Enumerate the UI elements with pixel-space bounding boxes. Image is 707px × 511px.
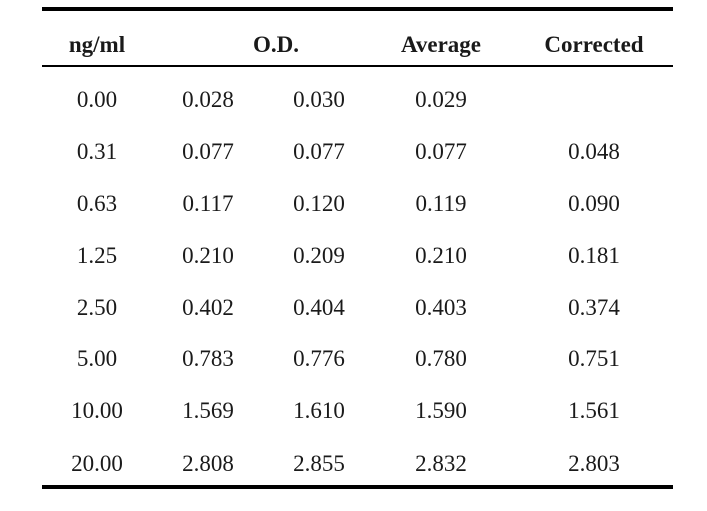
cell-corrected: 0.048: [568, 139, 620, 164]
cell-concentration: 10.00: [71, 398, 123, 423]
cell-od-2: 0.776: [293, 346, 345, 371]
header-od: O.D.: [253, 32, 299, 57]
cell-od-2: 0.030: [293, 87, 345, 112]
header-concentration: ng/ml: [68, 32, 126, 57]
header-rule: [42, 65, 673, 67]
cell-concentration: 5.00: [76, 346, 118, 371]
cell-corrected: 0.374: [568, 295, 620, 320]
cell-corrected: 2.803: [568, 451, 620, 476]
cell-corrected: 0.090: [568, 191, 620, 216]
cell-average: 0.077: [415, 139, 467, 164]
cell-concentration: 20.00: [71, 451, 123, 476]
cell-od-2: 0.120: [293, 191, 345, 216]
cell-average: 0.403: [415, 295, 467, 320]
cell-od-2: 0.404: [293, 295, 345, 320]
cell-od-2: 0.077: [293, 139, 345, 164]
cell-od-1: 0.077: [182, 139, 234, 164]
cell-od-2: 2.855: [293, 451, 345, 476]
cell-corrected: 0.751: [568, 346, 620, 371]
cell-od-1: 0.783: [182, 346, 234, 371]
cell-concentration: 0.31: [76, 139, 118, 164]
cell-od-1: 0.210: [182, 243, 234, 268]
cell-od-1: 0.117: [182, 191, 234, 216]
cell-concentration: 0.00: [76, 87, 118, 112]
table-top-rule: [42, 7, 673, 11]
cell-average: 0.210: [415, 243, 467, 268]
cell-average: 0.029: [415, 87, 467, 112]
cell-od-1: 0.028: [182, 87, 234, 112]
cell-concentration: 0.63: [76, 191, 118, 216]
cell-concentration: 1.25: [76, 243, 118, 268]
cell-average: 0.780: [415, 346, 467, 371]
header-average: Average: [400, 32, 482, 57]
cell-od-1: 0.402: [182, 295, 234, 320]
header-corrected: Corrected: [544, 32, 644, 57]
cell-average: 0.119: [415, 191, 467, 216]
cell-average: 2.832: [415, 451, 467, 476]
cell-od-2: 1.610: [293, 398, 345, 423]
cell-od-1: 1.569: [182, 398, 234, 423]
cell-concentration: 2.50: [76, 295, 118, 320]
cell-od-2: 0.209: [293, 243, 345, 268]
table-bottom-rule: [42, 485, 673, 489]
cell-od-1: 2.808: [182, 451, 234, 476]
cell-corrected: 1.561: [568, 398, 620, 423]
cell-average: 1.590: [415, 398, 467, 423]
cell-corrected: 0.181: [568, 243, 620, 268]
